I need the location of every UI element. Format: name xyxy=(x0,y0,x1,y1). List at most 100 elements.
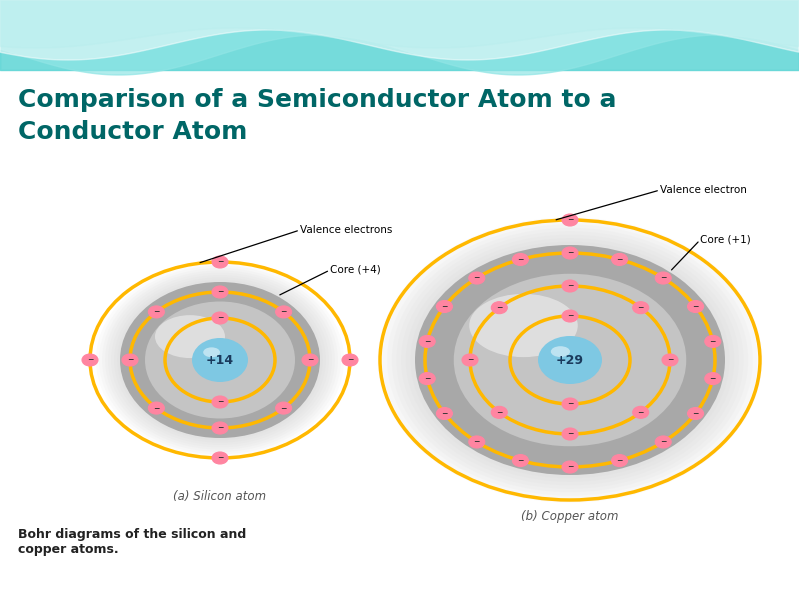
Ellipse shape xyxy=(562,398,578,410)
Ellipse shape xyxy=(302,354,318,366)
Ellipse shape xyxy=(562,247,578,259)
Ellipse shape xyxy=(562,214,578,226)
Ellipse shape xyxy=(102,268,338,452)
Text: −: − xyxy=(347,355,353,365)
Text: −: − xyxy=(474,273,480,282)
Ellipse shape xyxy=(705,335,721,347)
Ellipse shape xyxy=(212,256,228,268)
Text: Core (+4): Core (+4) xyxy=(330,265,381,275)
Text: −: − xyxy=(217,313,223,322)
Ellipse shape xyxy=(469,436,485,448)
Text: −: − xyxy=(566,282,573,291)
Ellipse shape xyxy=(551,346,570,357)
Text: (a) Silicon atom: (a) Silicon atom xyxy=(173,490,267,503)
Ellipse shape xyxy=(655,436,671,448)
Text: −: − xyxy=(424,337,431,346)
Text: −: − xyxy=(153,404,160,413)
Ellipse shape xyxy=(96,263,344,457)
Ellipse shape xyxy=(401,234,739,486)
Ellipse shape xyxy=(662,354,678,366)
Ellipse shape xyxy=(105,270,335,450)
Text: (b) Copper atom: (b) Copper atom xyxy=(521,510,618,523)
Ellipse shape xyxy=(415,245,725,475)
Text: −: − xyxy=(566,429,573,438)
Ellipse shape xyxy=(491,406,507,419)
Ellipse shape xyxy=(512,254,528,266)
Text: −: − xyxy=(517,255,523,264)
Text: −: − xyxy=(566,462,573,471)
Ellipse shape xyxy=(633,406,649,419)
Text: −: − xyxy=(638,303,644,312)
Ellipse shape xyxy=(155,315,225,358)
Text: −: − xyxy=(660,273,666,282)
Ellipse shape xyxy=(99,266,341,454)
Text: −: − xyxy=(566,249,573,258)
Text: Valence electrons: Valence electrons xyxy=(300,225,392,235)
Ellipse shape xyxy=(392,228,748,492)
Text: −: − xyxy=(474,438,480,447)
Text: −: − xyxy=(127,355,133,365)
Text: −: − xyxy=(217,398,223,407)
Ellipse shape xyxy=(419,335,435,347)
Ellipse shape xyxy=(491,301,507,314)
Text: −: − xyxy=(496,303,503,312)
Ellipse shape xyxy=(454,274,686,446)
Ellipse shape xyxy=(212,396,228,408)
Ellipse shape xyxy=(387,224,753,496)
Ellipse shape xyxy=(705,373,721,385)
Text: −: − xyxy=(667,355,674,365)
Text: +29: +29 xyxy=(556,353,584,367)
Ellipse shape xyxy=(688,407,704,420)
Text: −: − xyxy=(87,355,93,365)
Ellipse shape xyxy=(611,454,627,466)
Ellipse shape xyxy=(469,272,485,284)
Text: −: − xyxy=(217,453,223,462)
Ellipse shape xyxy=(82,354,98,366)
Text: −: − xyxy=(441,409,447,418)
Ellipse shape xyxy=(203,347,220,357)
Ellipse shape xyxy=(378,218,762,502)
Text: −: − xyxy=(517,456,523,465)
Ellipse shape xyxy=(462,354,478,366)
Text: −: − xyxy=(441,302,447,311)
Text: Comparison of a Semiconductor Atom to a: Comparison of a Semiconductor Atom to a xyxy=(18,88,617,112)
Ellipse shape xyxy=(122,354,138,366)
Text: −: − xyxy=(660,438,666,447)
Ellipse shape xyxy=(562,310,578,322)
Ellipse shape xyxy=(611,254,627,266)
Ellipse shape xyxy=(342,354,358,366)
Text: −: − xyxy=(307,355,313,365)
Ellipse shape xyxy=(562,280,578,292)
Text: −: − xyxy=(280,307,287,316)
Ellipse shape xyxy=(108,273,332,447)
Text: Conductor Atom: Conductor Atom xyxy=(18,120,248,144)
Text: −: − xyxy=(217,258,223,267)
Ellipse shape xyxy=(276,402,292,414)
Text: −: − xyxy=(616,255,622,264)
Text: −: − xyxy=(217,288,223,297)
Text: −: − xyxy=(693,409,699,418)
Ellipse shape xyxy=(149,402,165,414)
Ellipse shape xyxy=(276,306,292,318)
Ellipse shape xyxy=(512,454,528,466)
Ellipse shape xyxy=(562,461,578,473)
Ellipse shape xyxy=(212,312,228,324)
Ellipse shape xyxy=(212,422,228,434)
Ellipse shape xyxy=(411,242,729,478)
Ellipse shape xyxy=(406,238,734,482)
Ellipse shape xyxy=(688,301,704,313)
Ellipse shape xyxy=(120,282,320,438)
Text: −: − xyxy=(280,404,287,413)
Ellipse shape xyxy=(419,373,435,385)
Ellipse shape xyxy=(212,452,228,464)
Text: +14: +14 xyxy=(206,353,234,367)
Ellipse shape xyxy=(114,277,326,443)
Ellipse shape xyxy=(212,286,228,298)
Text: Core (+1): Core (+1) xyxy=(700,235,751,245)
Text: −: − xyxy=(710,374,716,383)
Ellipse shape xyxy=(149,306,165,318)
Ellipse shape xyxy=(633,301,649,314)
Ellipse shape xyxy=(117,280,323,440)
Ellipse shape xyxy=(111,275,329,445)
Text: −: − xyxy=(710,337,716,346)
